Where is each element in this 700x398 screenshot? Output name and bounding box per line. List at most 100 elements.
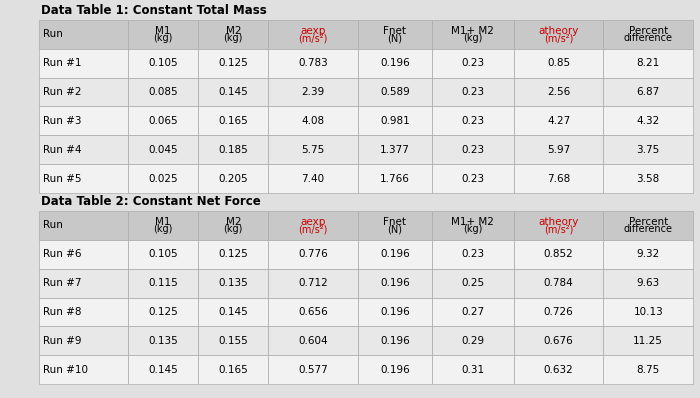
Bar [38,355,128,384]
Text: (N): (N) [388,33,402,43]
Bar [38,326,128,355]
Text: 9.32: 9.32 [636,249,660,259]
Text: 8.75: 8.75 [636,365,660,375]
Bar [268,326,358,355]
Bar [358,298,432,326]
Text: 0.23: 0.23 [461,249,484,259]
Bar [38,135,128,164]
Text: M1+ M2: M1+ M2 [452,25,494,35]
Text: Percent: Percent [629,25,668,35]
Text: 3.75: 3.75 [636,145,660,155]
Text: (m/s²): (m/s²) [544,224,573,234]
Text: 0.065: 0.065 [148,116,178,126]
Text: 0.196: 0.196 [380,249,410,259]
Text: (kg): (kg) [153,224,173,234]
Bar [514,298,603,326]
Bar [38,49,128,78]
Text: 0.656: 0.656 [298,307,328,317]
Text: Run #5: Run #5 [43,174,81,183]
Text: Run #1: Run #1 [43,58,81,68]
Bar [603,78,693,107]
Bar [603,355,693,384]
Text: Run #6: Run #6 [43,249,81,259]
Text: 4.08: 4.08 [302,116,325,126]
Text: 0.135: 0.135 [218,278,248,288]
Text: 0.196: 0.196 [380,336,410,346]
Text: 0.185: 0.185 [218,145,248,155]
Bar [358,107,432,135]
Text: 0.135: 0.135 [148,336,178,346]
Text: Run #10: Run #10 [43,365,88,375]
Bar [268,211,358,240]
Bar [514,269,603,298]
Text: (m/s²): (m/s²) [544,33,573,43]
Bar [358,269,432,298]
Text: 8.21: 8.21 [636,58,660,68]
Bar [514,78,603,107]
Text: 0.145: 0.145 [218,307,248,317]
Text: (kg): (kg) [153,33,173,43]
Text: 0.125: 0.125 [218,249,248,259]
Text: 0.196: 0.196 [380,278,410,288]
Bar [603,211,693,240]
Text: 0.145: 0.145 [218,87,248,97]
Text: 0.115: 0.115 [148,278,178,288]
Text: 2.56: 2.56 [547,87,570,97]
Text: 0.23: 0.23 [461,174,484,183]
Text: 2.39: 2.39 [302,87,325,97]
Text: 0.981: 0.981 [380,116,410,126]
Text: aexp: aexp [300,25,326,35]
Bar [358,49,432,78]
Text: 0.105: 0.105 [148,249,178,259]
Text: (kg): (kg) [463,224,482,234]
Bar [268,355,358,384]
Bar [603,107,693,135]
Bar [38,78,128,107]
Text: 0.25: 0.25 [461,278,484,288]
Text: 0.776: 0.776 [298,249,328,259]
Bar [268,78,358,107]
Text: 0.85: 0.85 [547,58,570,68]
Text: Run #2: Run #2 [43,87,81,97]
Bar [603,164,693,193]
Text: Fnet: Fnet [384,25,407,35]
Bar [198,164,268,193]
Text: M1: M1 [155,25,171,35]
Text: 0.577: 0.577 [298,365,328,375]
Text: 0.31: 0.31 [461,365,484,375]
Bar [38,269,128,298]
Text: atheory: atheory [538,217,579,226]
Text: 0.604: 0.604 [298,336,328,346]
Text: 0.29: 0.29 [461,336,484,346]
Bar [603,240,693,269]
Bar [38,107,128,135]
Bar [198,326,268,355]
Bar [268,49,358,78]
Text: 0.155: 0.155 [218,336,248,346]
Text: 0.025: 0.025 [148,174,178,183]
Bar [432,355,514,384]
Bar [128,269,198,298]
Text: 0.783: 0.783 [298,58,328,68]
Bar [268,135,358,164]
Text: 0.676: 0.676 [544,336,573,346]
Text: Fnet: Fnet [384,217,407,226]
Bar [603,326,693,355]
Bar [128,135,198,164]
Bar [198,135,268,164]
Bar [358,326,432,355]
Text: 0.23: 0.23 [461,58,484,68]
Bar [603,269,693,298]
Bar [198,20,268,49]
Bar [603,298,693,326]
Bar [268,298,358,326]
Text: 0.045: 0.045 [148,145,178,155]
Text: 0.23: 0.23 [461,87,484,97]
Bar [198,107,268,135]
Bar [603,49,693,78]
Bar [432,298,514,326]
Text: M1: M1 [155,217,171,226]
Text: M2: M2 [225,217,241,226]
Bar [198,240,268,269]
Bar [128,78,198,107]
